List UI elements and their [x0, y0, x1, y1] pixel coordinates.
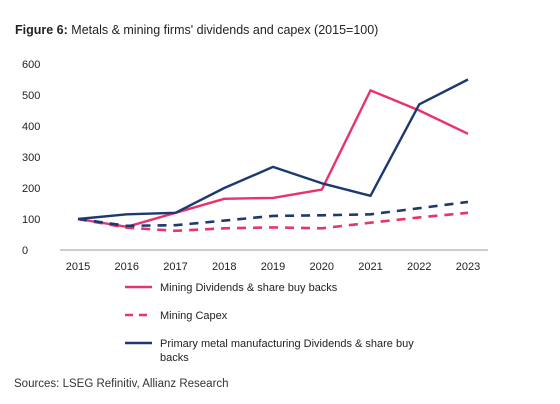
x-tick-label: 2015 [66, 261, 90, 273]
y-tick-label: 500 [22, 90, 40, 102]
y-tick-label: 200 [22, 183, 40, 195]
legend-label: Primary metal manufacturing Dividends & … [160, 338, 414, 364]
x-tick-label: 2022 [407, 261, 431, 273]
series-line-1 [77, 211, 469, 233]
x-tick-label: 2023 [456, 261, 480, 273]
figure-title: Metals & mining firms' dividends and cap… [71, 23, 379, 37]
source-note: Sources: LSEG Refinitiv, Allianz Researc… [14, 378, 229, 390]
y-tick-label: 400 [22, 121, 40, 133]
series-line-2 [77, 78, 469, 221]
y-tick-label: 600 [22, 59, 40, 71]
y-tick-label: 300 [22, 152, 40, 164]
x-tick-label: 2019 [261, 261, 285, 273]
x-tick-label: 2020 [310, 261, 334, 273]
x-tick-label: 2016 [115, 261, 139, 273]
x-tick-label: 2017 [163, 261, 187, 273]
legend-label: Mining Dividends & share buy backs [160, 282, 338, 294]
x-tick-label: 2018 [212, 261, 236, 273]
x-tick-label: 2021 [358, 261, 382, 273]
figure-label: Figure 6: [15, 23, 68, 37]
series-line-0 [77, 89, 469, 229]
y-tick-label: 100 [22, 214, 40, 226]
legend-label: Mining Capex [160, 310, 228, 322]
y-tick-label: 0 [22, 245, 28, 257]
chart-title: Figure 6: Metals & mining firms' dividen… [15, 23, 378, 37]
